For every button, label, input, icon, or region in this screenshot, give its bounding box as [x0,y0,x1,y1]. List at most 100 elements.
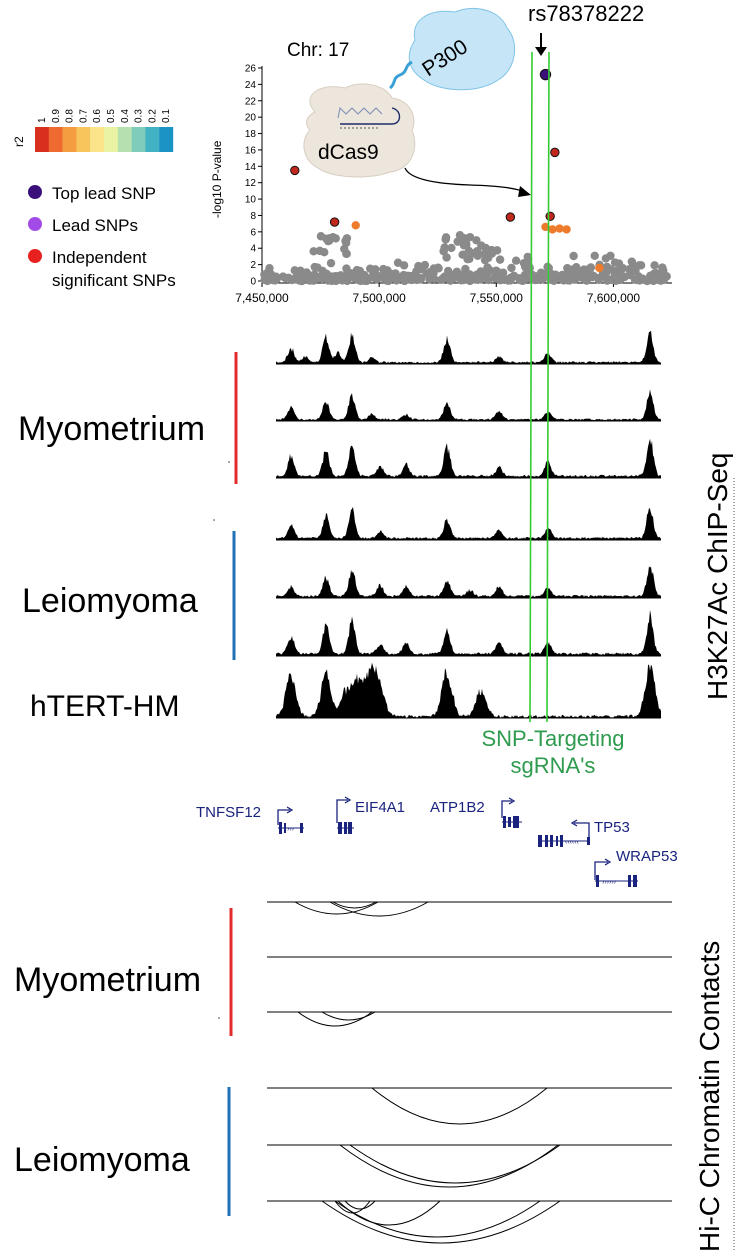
background-snp-point [442,253,451,262]
background-snp-point [491,266,501,275]
snp-point [505,212,516,222]
sgrna-label-1: SNP-Targeting [481,726,624,751]
r2-swatch [117,127,132,152]
snp-point [290,165,300,176]
background-snp-point [362,276,371,286]
background-snp-point [463,254,472,264]
r2-tick-label: 0.1 [161,109,172,123]
background-snp-point [440,273,450,283]
sgrna-line-left [529,51,533,723]
p300-linker [389,60,413,90]
sgrna-label-2: sgRNA's [511,753,596,778]
sgrna-strand [340,107,401,125]
leiomyoma-hic-label: Leiomyoma [14,1141,190,1179]
gene-eif4a1-model [337,822,354,834]
r2-tick-label: 0.8 [65,109,76,123]
hic-title: Hi-C Chromatin Contacts [694,941,725,1252]
myometrium-chip-label: Myometrium [18,410,205,448]
background-snp-point [495,255,505,264]
background-snp-point [477,241,486,250]
snp-arrow-head [535,47,547,56]
x-tick-label: 7,550,000 [470,291,524,305]
background-snp-point [399,270,408,280]
snp-point [329,217,340,227]
background-snp-point [295,275,305,284]
background-snp-point [384,276,393,286]
snp-legend: Top lead SNP Lead SNPs Independent signi… [28,184,176,290]
gene-eif4a1-tss-arrow [336,799,348,823]
background-snp-point [538,275,547,284]
chip-track-7 [276,662,661,718]
background-snp-point [272,275,281,284]
hic-contact-arc [321,1011,376,1021]
snp-point [595,263,604,273]
hic-contact-arc [371,1087,548,1125]
background-snp-point [521,262,530,272]
gene-track: TNFSF12 ››› EIF4A1 ATP1B2 [196,796,678,887]
significant-snp-points [290,68,604,273]
background-snp-point [453,237,462,246]
hic-contact-arc [349,1144,561,1184]
svg-text:›››: ››› [287,826,295,833]
snp-point [548,225,557,234]
background-snp-point [476,267,486,276]
legend-independent-label: Independent [52,248,147,267]
background-snp-point [321,272,331,281]
background-snp-point [461,237,471,247]
dcas9-p300-illustration: P300 dCas9 [303,8,531,197]
background-snp-point [575,272,584,281]
y-tick-label: 20 [245,113,257,124]
htert-label: hTERT-HM [30,690,179,723]
background-snp-point [342,264,351,273]
r2-tick-label: 0.4 [120,109,131,123]
background-snp-point [483,263,492,272]
sgrna-line-right [546,51,550,723]
background-snp-point [651,268,661,278]
hic-contact-arc [294,901,379,915]
chr-label: Chr: 17 [287,40,349,61]
background-snp-point [569,251,578,261]
chip-track-1 [276,330,661,364]
snp-point [550,147,560,158]
snp-point [541,222,550,232]
y-tick-label: 10 [245,195,257,206]
r2-swatch [90,127,105,152]
sgrna-helix [337,106,383,119]
legend-independent-label-2: significant SNPs [52,271,176,290]
r2-swatch [131,127,146,152]
legend-independent-marker [28,249,42,263]
background-snp-point [420,260,430,270]
background-snp-point [284,273,293,283]
chip-track-3 [276,438,661,478]
background-snp-point [506,273,515,283]
gene-tnfsf12-model: ››› [278,822,304,834]
background-snp-point [338,276,347,285]
manhattan-panel: Chr: 17 rs78378222 024681012141618202224… [210,1,672,305]
chip-track-5 [276,566,661,598]
background-snp-point [260,275,269,284]
gene-atp1b2-model [502,816,522,828]
background-snp-point [341,238,351,248]
background-snp-point [610,271,619,280]
r2-color-scale: r2 1 0.9 0.8 0.7 0.6 0.5 0.4 0.3 0.2 0.1 [12,109,174,152]
gene-tp53-model: ‹‹‹‹‹‹ [538,835,590,847]
background-snp-point [392,276,401,285]
snp-point [545,211,555,221]
myometrium-hic-label: Myometrium [14,961,201,999]
r2-swatch [145,127,160,152]
background-snp-point [627,257,637,266]
r2-tick-label: 0.6 [92,109,103,123]
dcas9-label: dCas9 [318,141,379,164]
background-snp-point [630,264,640,273]
background-snp-point [393,258,403,267]
r2-swatch [104,127,118,152]
r2-tick-label: 0.9 [51,109,62,123]
r2-swatch [159,127,174,152]
y-tick-label: 4 [250,244,256,255]
r2-tick-label: 0.2 [147,109,158,123]
gene-wrap53-label: WRAP53 [616,848,678,865]
y-tick-label: 24 [245,80,257,91]
hic-contact-arc [332,901,377,909]
gene-tp53-tss-arrow [574,822,590,838]
